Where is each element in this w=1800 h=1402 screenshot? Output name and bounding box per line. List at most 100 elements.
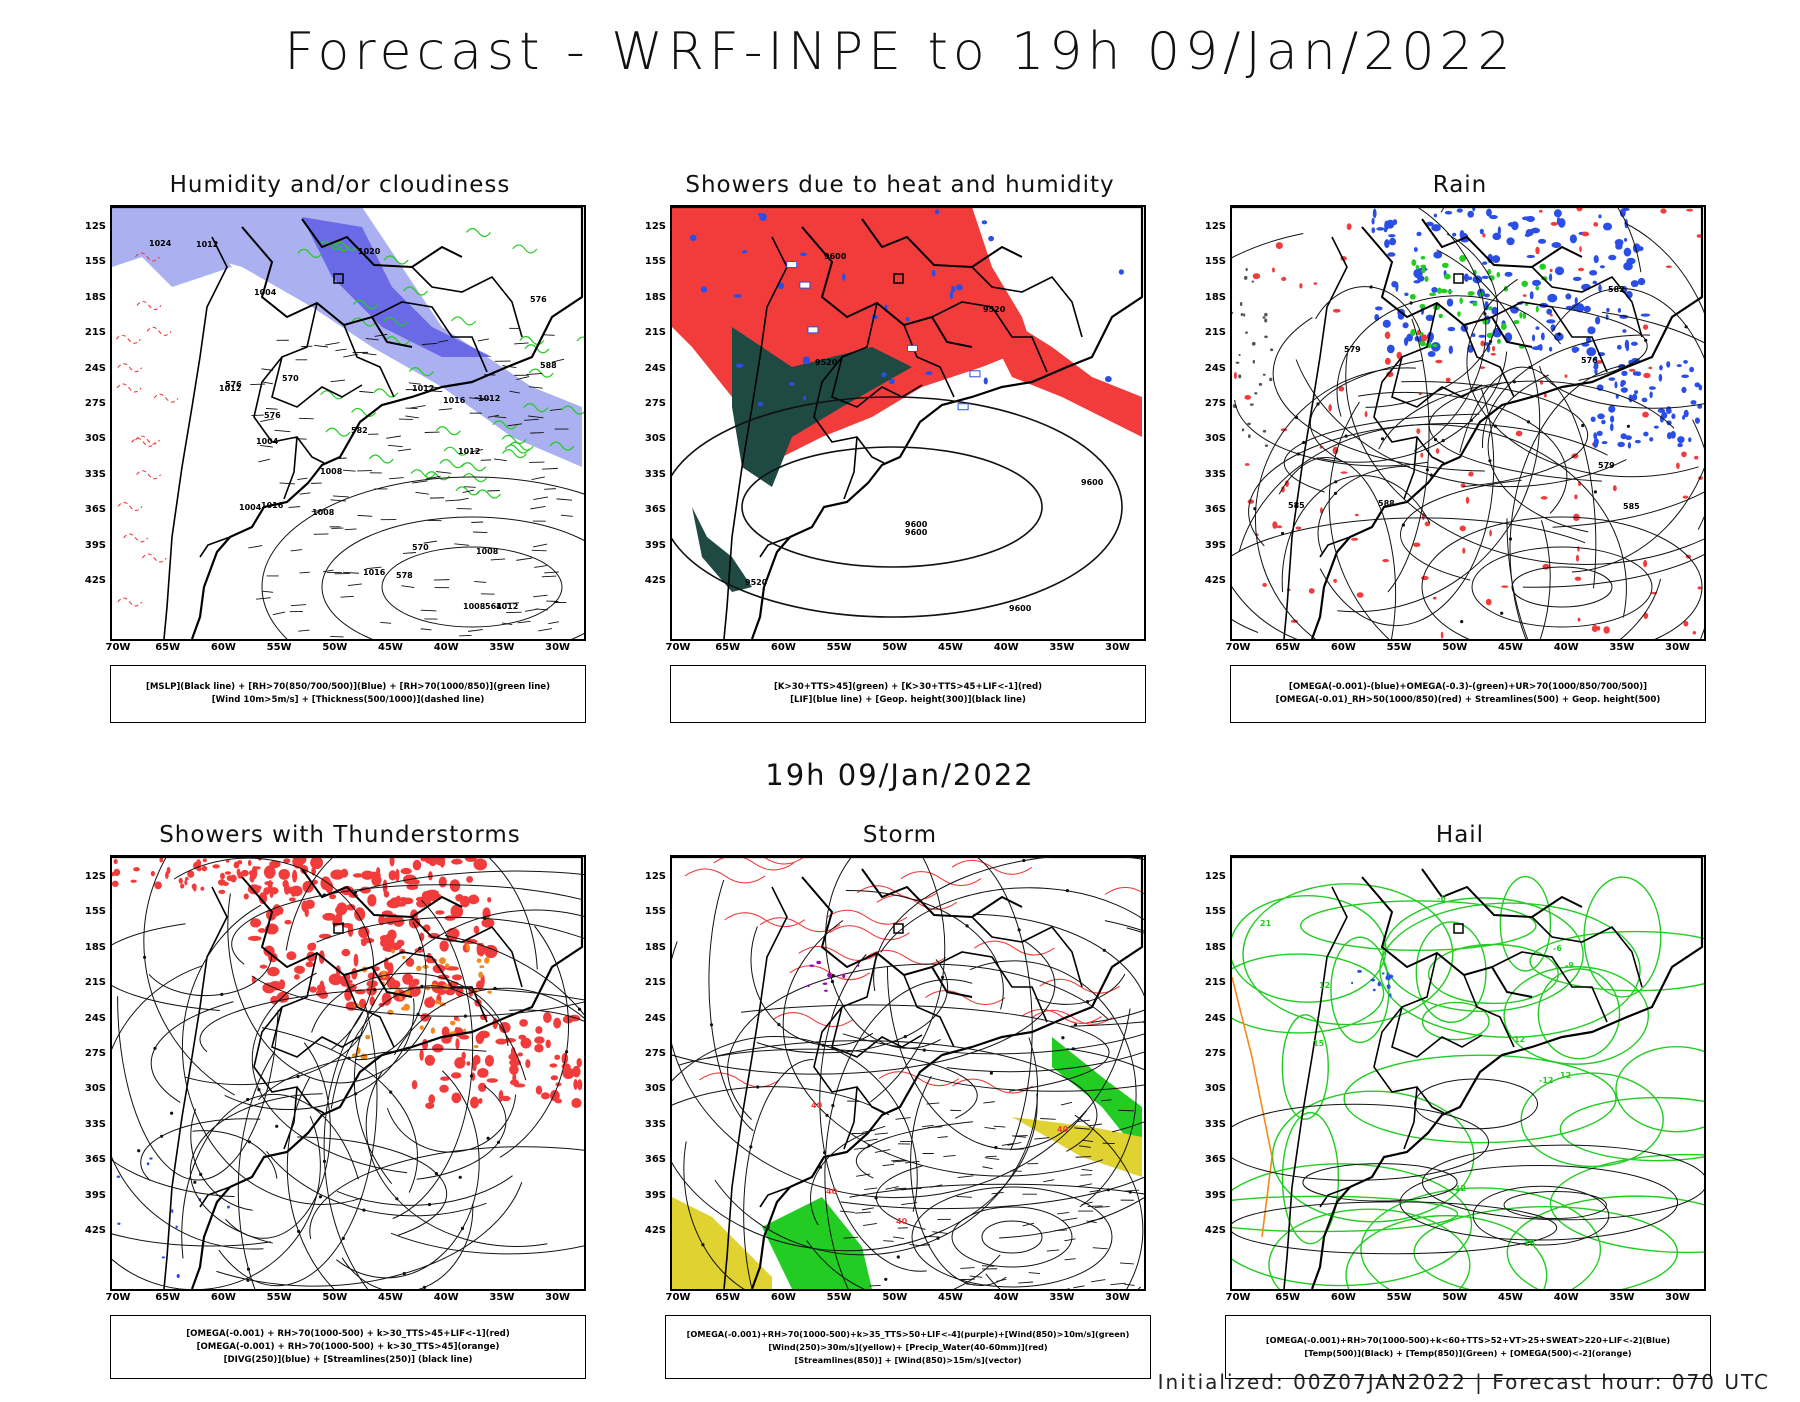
contour-label: 588 — [1378, 499, 1395, 508]
lon-tick-label: 65W — [148, 1292, 188, 1303]
omega-red — [1328, 404, 1331, 411]
thunderstorm-red — [435, 910, 444, 914]
decor — [498, 258, 502, 262]
lif-contour — [803, 396, 806, 401]
terrain-contour — [1263, 316, 1266, 318]
rh-contour — [505, 445, 529, 453]
streamline-arrow — [1500, 612, 1503, 615]
wind-vector — [864, 1139, 877, 1141]
omega-blue — [1624, 248, 1632, 257]
panel-title: Hail — [1180, 822, 1740, 848]
legend-line: [DIVG(250)](blue) + [Streamlines(250)] (… — [224, 1354, 473, 1367]
thickness-contour — [124, 534, 148, 542]
lon-tick-label: 45W — [1491, 642, 1531, 653]
country-border — [844, 1087, 857, 1149]
thunderstorm-red — [474, 926, 480, 934]
thunderstorm-red — [451, 1092, 461, 1103]
omega-green — [1420, 341, 1426, 347]
lif-label — [787, 262, 797, 268]
wind-vector — [556, 499, 572, 500]
omega-red — [1489, 530, 1492, 537]
streamline — [149, 956, 272, 996]
lat-tick-label: 33S — [66, 1119, 106, 1130]
thickness-contour — [118, 598, 142, 606]
lat-tick-label: 27S — [626, 398, 666, 409]
omega-blue — [1555, 266, 1564, 275]
wind-vector — [289, 507, 301, 508]
wind-vector — [1124, 1284, 1134, 1285]
divergence-blue — [176, 1225, 178, 1228]
wind-vector — [1090, 1124, 1102, 1126]
streamline — [193, 1131, 277, 1179]
lon-tick-label: 55W — [259, 642, 299, 653]
thunderstorm-orange — [399, 996, 402, 1001]
wind-vector — [542, 468, 558, 469]
omega-blue — [1635, 371, 1641, 376]
severe-purple — [809, 965, 814, 967]
streamline-arrow — [1509, 537, 1512, 540]
hail-blue — [1387, 976, 1390, 981]
severe-purple — [824, 990, 828, 992]
lon-tick-label: 50W — [1435, 642, 1475, 653]
lif-contour — [800, 253, 807, 257]
streamline-arrow — [170, 1112, 173, 1115]
contour-label: 579 — [1344, 345, 1361, 354]
lon-tick-label: 30W — [1098, 642, 1138, 653]
streamline-arrow — [137, 1149, 140, 1152]
divergence-blue — [147, 1162, 150, 1165]
thunderstorm-red — [292, 870, 297, 883]
thunderstorm-red — [203, 858, 207, 862]
omega-green — [1421, 268, 1425, 273]
terrain-contour — [1264, 335, 1268, 338]
streamline — [112, 924, 220, 1011]
wind-vector — [359, 391, 373, 392]
wind-vector — [922, 1125, 934, 1126]
contour-label: 1008 — [463, 602, 486, 611]
omega-blue — [1631, 342, 1638, 346]
omega-blue — [1643, 432, 1648, 437]
thunderstorm-red — [255, 866, 261, 869]
wind-vector — [532, 477, 545, 480]
lon-tick-label: 60W — [1323, 642, 1363, 653]
wind-vector — [864, 1188, 877, 1190]
omega-red — [1643, 612, 1648, 618]
lif-contour — [956, 284, 963, 290]
thunderstorm-red — [402, 973, 413, 984]
contour-label: 9600 — [824, 252, 847, 261]
thunderstorm-red — [264, 881, 273, 885]
lon-tick-label: 35W — [482, 1292, 522, 1303]
streamline-arrow — [884, 1278, 887, 1281]
lif-contour — [1105, 376, 1112, 382]
thunderstorm-orange — [445, 963, 450, 968]
omega-red — [1492, 346, 1495, 352]
contour-label: 576 — [1581, 356, 1598, 365]
decor — [500, 306, 504, 310]
streamline-arrow — [701, 1243, 704, 1246]
wind-vector — [273, 612, 285, 615]
omega-red — [1642, 412, 1649, 418]
wind-vector — [1018, 1282, 1033, 1283]
lat-tick-label: 36S — [66, 504, 106, 515]
streamline — [1552, 289, 1704, 530]
thunderstorm-red — [551, 1075, 558, 1080]
omega-red — [1262, 583, 1267, 587]
wind-vector — [454, 544, 469, 545]
wind-vector — [863, 1223, 877, 1225]
lon-tick-label: 40W — [426, 1292, 466, 1303]
decor — [431, 281, 435, 285]
streamline-arrow — [435, 1172, 438, 1175]
thunderstorm-orange — [431, 1027, 435, 1033]
contour-label: 40 — [1057, 1125, 1069, 1134]
wind-vector — [1061, 1102, 1072, 1105]
rh-contour — [513, 245, 537, 253]
legend-box: [OMEGA(-0.001)-(blue)+OMEGA(-0.3)-(green… — [1230, 665, 1706, 723]
terrain-contour — [1252, 342, 1256, 346]
thunderstorm-red — [433, 964, 445, 973]
wind-vector — [982, 1167, 992, 1169]
country-border — [1284, 237, 1347, 639]
omega-blue — [1621, 387, 1628, 393]
wind-vector — [561, 515, 573, 516]
hail-blue — [1378, 982, 1381, 986]
